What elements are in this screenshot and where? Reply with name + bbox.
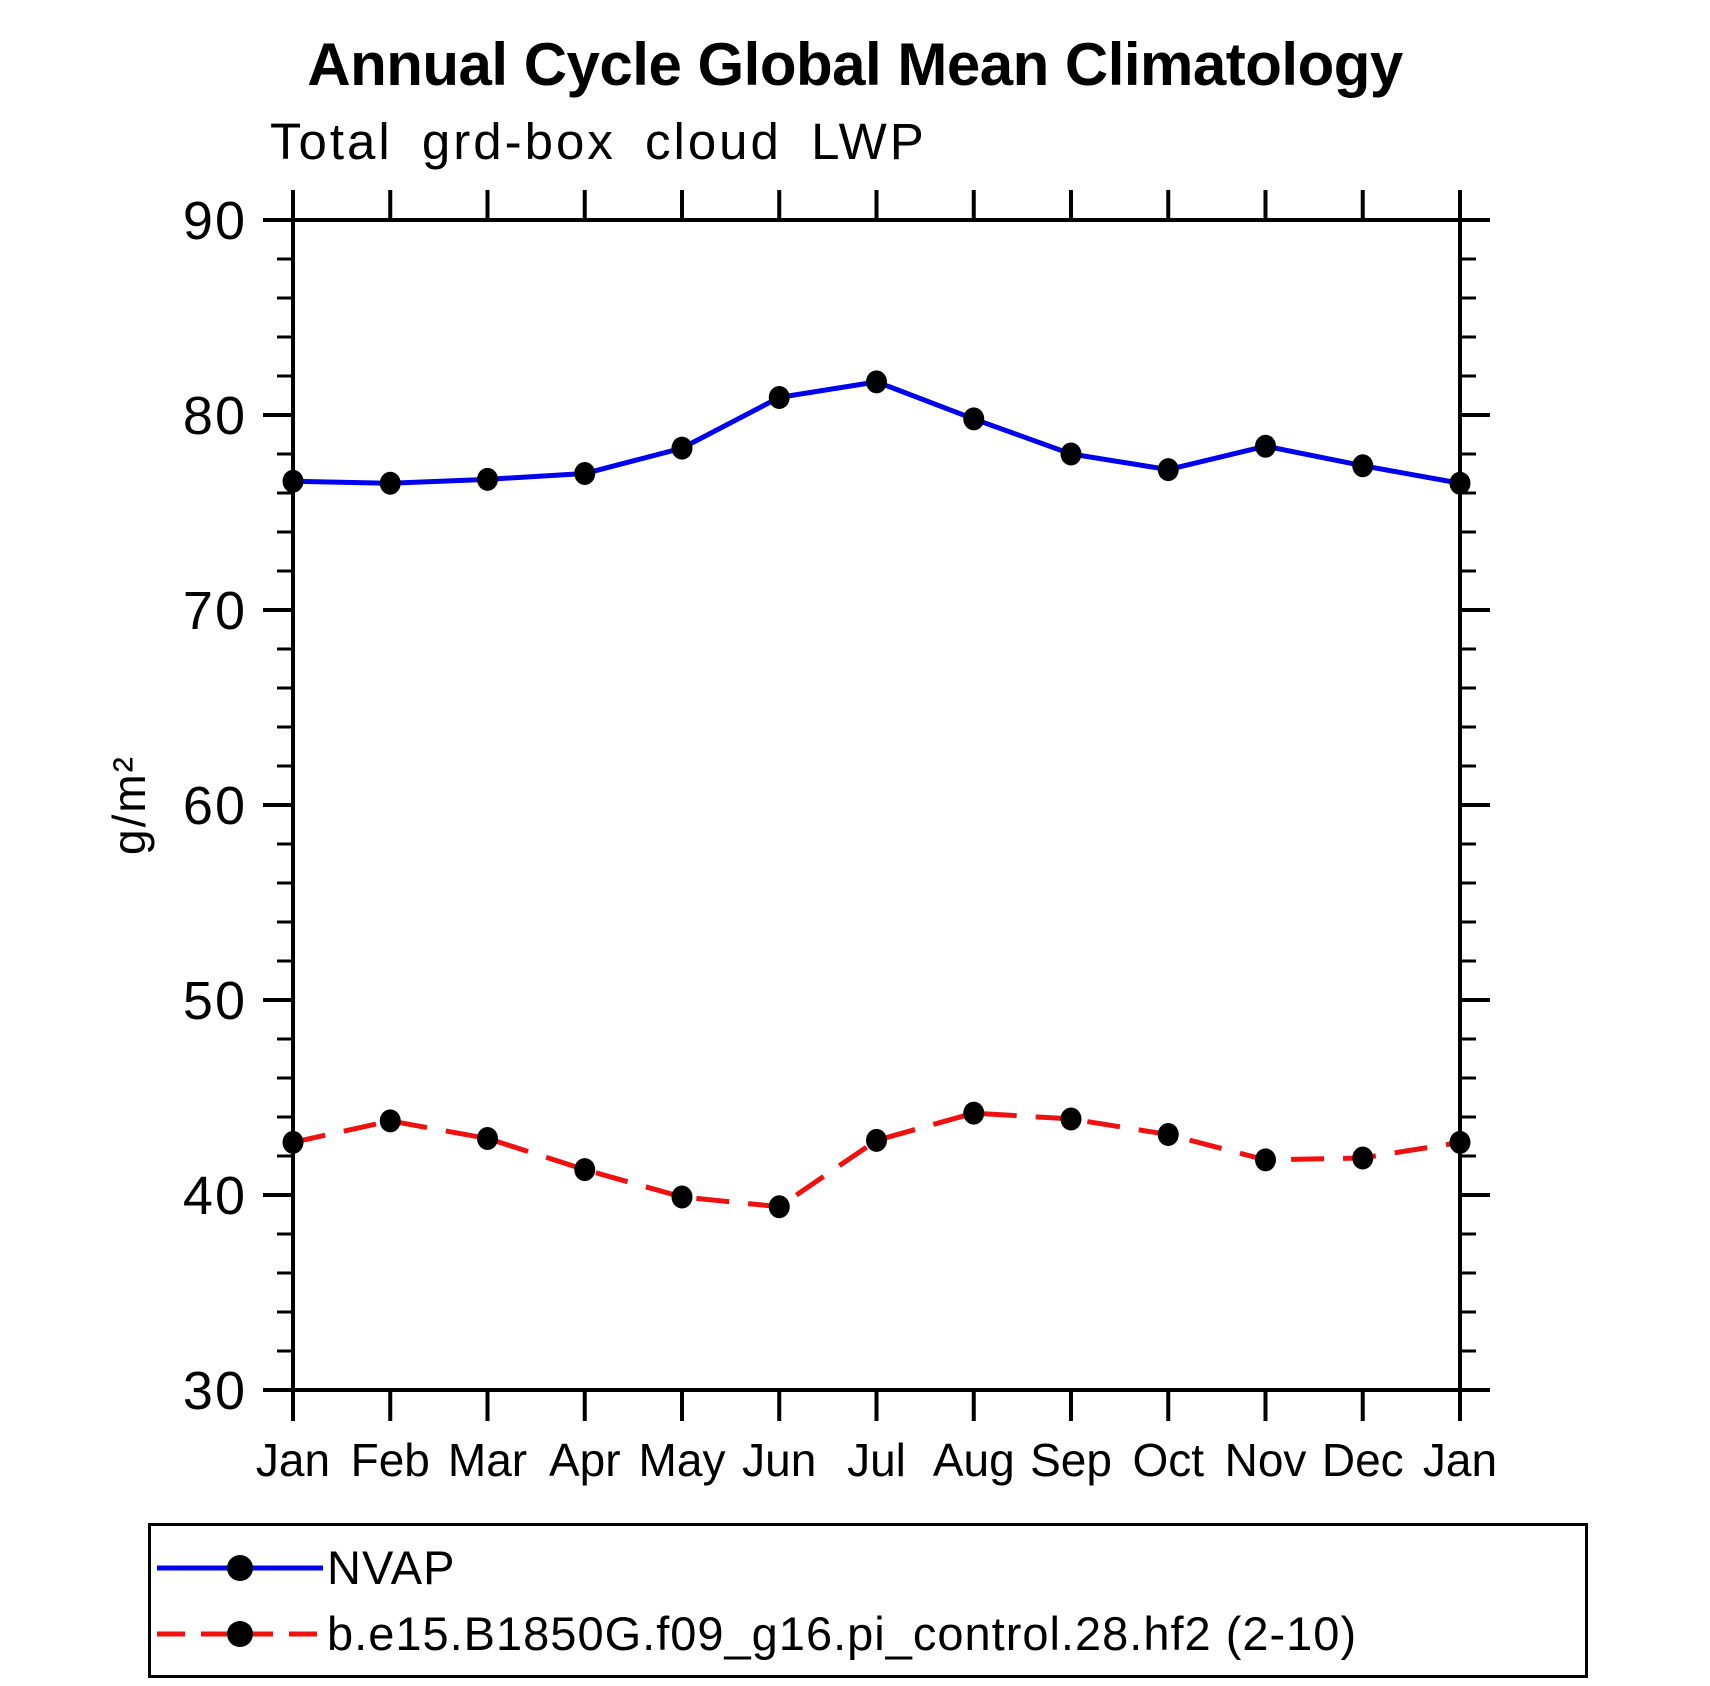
plot-border — [291, 218, 1462, 1392]
legend-swatch-dashed-line — [157, 1620, 323, 1647]
data-point-marker-series-0 — [282, 469, 304, 493]
data-point-marker-series-1 — [1449, 1130, 1471, 1154]
legend-box: NVAP b.e15.B1850G.f09_g16.pi_control.28.… — [148, 1523, 1588, 1678]
x-tick-label: Mar — [448, 1434, 527, 1486]
y-tick-label: 70 — [183, 581, 247, 641]
x-tick-label: Jul — [847, 1434, 906, 1486]
data-point-marker-series-0 — [1352, 454, 1374, 478]
x-tick-label: Apr — [549, 1434, 621, 1486]
legend-marker-dot — [227, 1620, 253, 1647]
data-point-marker-series-1 — [1060, 1107, 1082, 1131]
data-point-marker-series-0 — [671, 436, 693, 460]
data-point-marker-series-0 — [866, 370, 887, 394]
data-point-marker-series-0 — [1449, 471, 1471, 495]
data-point-marker-series-1 — [282, 1130, 304, 1154]
data-point-marker-series-1 — [379, 1109, 401, 1133]
data-point-marker-series-0 — [768, 385, 790, 409]
y-tick-label: 40 — [183, 1166, 247, 1226]
data-point-marker-series-1 — [1255, 1148, 1276, 1172]
x-tick-label: Jan — [256, 1434, 330, 1486]
data-point-marker-series-1 — [1352, 1146, 1374, 1170]
data-point-marker-series-0 — [963, 407, 985, 431]
x-tick-label: Nov — [1225, 1434, 1307, 1486]
legend-item-nvap: NVAP — [157, 1541, 1585, 1594]
x-tick-label: Sep — [1030, 1434, 1112, 1486]
data-point-marker-series-1 — [1157, 1123, 1179, 1147]
data-point-marker-series-0 — [574, 462, 596, 485]
data-point-marker-series-1 — [768, 1195, 790, 1219]
data-point-marker-series-1 — [671, 1185, 693, 1209]
y-tick-label: 50 — [183, 971, 247, 1031]
legend-label-model: b.e15.B1850G.f09_g16.pi_control.28.hf2 (… — [327, 1607, 1358, 1660]
x-tick-label: Jan — [1423, 1434, 1497, 1486]
y-tick-label: 80 — [183, 386, 247, 446]
data-point-marker-series-0 — [1255, 434, 1276, 458]
data-point-marker-series-0 — [1060, 442, 1082, 466]
chart-subtitle: Total grd-box cloud LWP — [270, 113, 927, 170]
data-point-marker-series-0 — [379, 471, 401, 495]
legend-swatch-solid-line — [157, 1554, 323, 1581]
y-tick-label: 30 — [183, 1361, 247, 1421]
y-tick-label: 60 — [183, 776, 247, 836]
data-point-marker-series-1 — [963, 1101, 985, 1125]
x-tick-label: Feb — [351, 1434, 430, 1486]
x-tick-label: Aug — [933, 1434, 1015, 1486]
legend-item-model: b.e15.B1850G.f09_g16.pi_control.28.hf2 (… — [157, 1607, 1585, 1660]
data-point-marker-series-0 — [1157, 458, 1179, 482]
y-tick-label: 90 — [183, 191, 247, 251]
x-tick-label: Oct — [1132, 1434, 1204, 1486]
series-line-1 — [292, 1110, 1461, 1210]
x-tick-label: May — [639, 1434, 726, 1486]
data-point-marker-series-1 — [574, 1158, 596, 1182]
legend-marker-dot — [227, 1554, 253, 1581]
data-point-marker-series-0 — [477, 467, 498, 491]
data-point-marker-series-1 — [477, 1126, 498, 1150]
legend-label-nvap: NVAP — [327, 1541, 456, 1594]
data-point-marker-series-1 — [866, 1128, 887, 1152]
chart-title: Annual Cycle Global Mean Climatology — [307, 31, 1403, 98]
series-line-0 — [292, 379, 1461, 486]
x-tick-label: Dec — [1322, 1434, 1404, 1486]
x-tick-label: Jun — [742, 1434, 816, 1486]
